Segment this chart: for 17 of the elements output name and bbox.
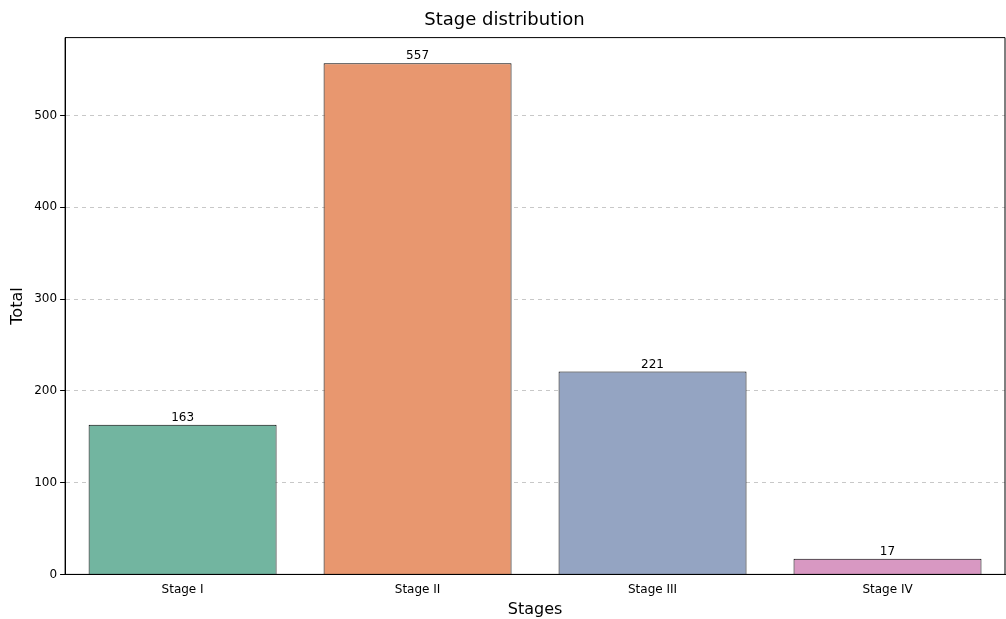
x-tick-label: Stage III: [627, 581, 678, 596]
y-tick-label: 0: [49, 566, 58, 581]
data-label: 557: [406, 48, 430, 63]
y-tick-label: 400: [34, 199, 58, 214]
x-tick-label: Stage IV: [862, 581, 914, 596]
x-tick-label: Stage II: [394, 581, 441, 596]
y-tick-label: 200: [34, 383, 58, 397]
data-label: 163: [171, 409, 195, 424]
x-axis-title: Stages: [507, 598, 563, 618]
x-tick-label: Stage I: [161, 581, 204, 596]
y-tick-label: 100: [34, 474, 58, 489]
data-label: 221: [641, 356, 664, 371]
y-tick-label: 500: [34, 107, 58, 122]
y-tick-label: 300: [34, 291, 58, 306]
data-label: 17: [879, 543, 896, 558]
chart-title: Stage distribution: [424, 8, 585, 30]
y-axis-title: Total: [6, 287, 26, 326]
